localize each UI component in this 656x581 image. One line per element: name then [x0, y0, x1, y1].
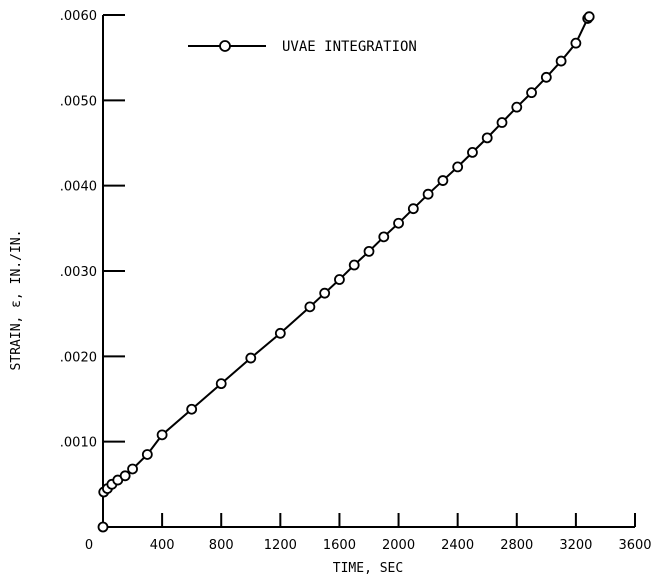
x-axis-ticks: 0 400 800 1200 1600 2000 2400 2800 3200 3600 [85, 513, 652, 553]
legend: UVAE INTEGRATION [188, 39, 417, 55]
data-point [526, 87, 537, 99]
data-point [555, 55, 567, 67]
data-point [481, 132, 493, 144]
y-axis-title: STRAIN, ε, IN./IN. [9, 230, 24, 371]
data-point [540, 71, 552, 83]
x-tick-label: 3600 [618, 538, 651, 553]
data-point [245, 352, 257, 364]
data-point [348, 259, 360, 271]
data-point [119, 470, 131, 482]
data-point [393, 217, 404, 229]
data-point [407, 203, 419, 215]
x-tick-label: 1200 [264, 538, 297, 553]
legend-marker [219, 40, 231, 52]
x-tick-label: 1600 [323, 538, 356, 553]
data-point [156, 429, 168, 441]
legend-label: UVAE INTEGRATION [282, 39, 417, 55]
data-point [570, 37, 582, 49]
x-tick-label: 400 [150, 538, 175, 553]
x-tick-label: 3200 [559, 538, 592, 553]
data-point [496, 117, 508, 128]
data-point [378, 231, 390, 243]
data-point [334, 274, 345, 285]
data-point [304, 301, 316, 313]
x-tick-label: 2000 [382, 538, 415, 553]
data-point [422, 188, 434, 200]
x-tick-label: 0 [85, 538, 93, 553]
data-point [127, 463, 138, 475]
data-point [319, 287, 331, 299]
series-layer [97, 11, 595, 533]
x-tick-label: 800 [209, 538, 234, 553]
series-line [103, 16, 590, 493]
y-axis-ticks: .0010 .0020 .0030 .0040 .0050 .0060 [60, 9, 125, 451]
x-axis-title: TIME, SEC [333, 561, 403, 576]
data-point [583, 11, 595, 23]
x-tick-label: 2400 [441, 538, 474, 553]
y-tick-label: .0030 [60, 265, 97, 280]
data-point [511, 101, 523, 113]
data-point [141, 449, 153, 460]
y-tick-label: .0060 [60, 9, 97, 24]
data-point [363, 245, 375, 257]
data-point [452, 161, 464, 173]
y-tick-label: .0050 [60, 94, 97, 109]
y-tick-label: .0020 [60, 350, 97, 365]
data-point [97, 521, 109, 533]
data-point [437, 175, 449, 186]
axes [102, 15, 635, 528]
y-tick-label: .0040 [60, 180, 97, 195]
data-point [215, 378, 227, 390]
y-tick-label: .0010 [60, 436, 97, 451]
data-point [274, 327, 286, 339]
data-point [186, 403, 198, 415]
data-point [467, 146, 478, 158]
x-tick-label: 2800 [500, 538, 533, 553]
